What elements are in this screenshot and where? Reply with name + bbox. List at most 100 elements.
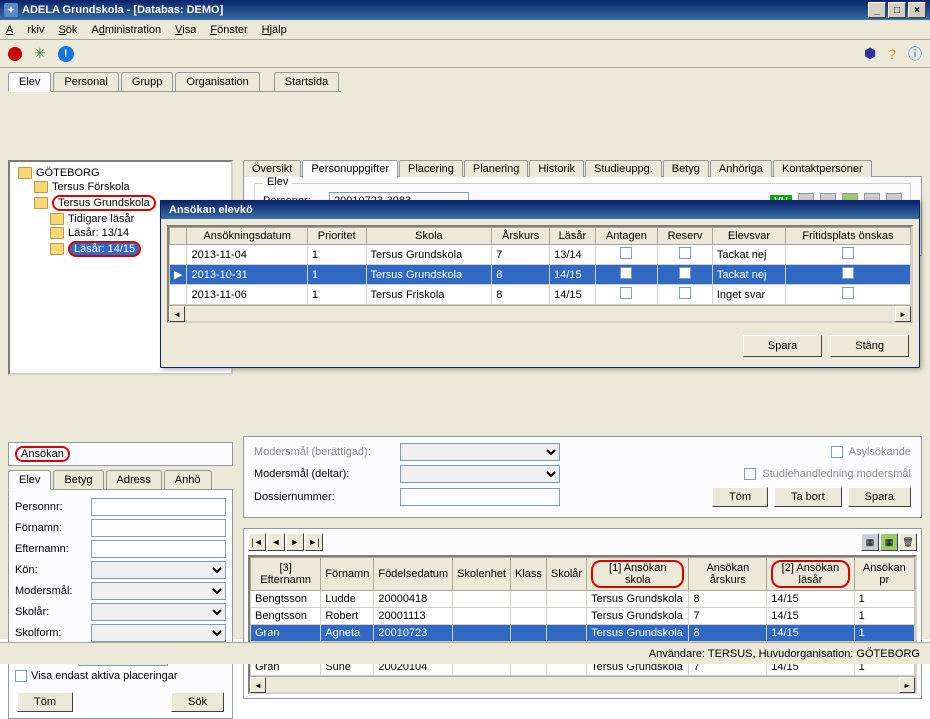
lbl-dossier: Dossiernummer: xyxy=(254,491,394,503)
dcol-reserv[interactable]: Reserv xyxy=(658,228,713,245)
select-modersmal-del[interactable] xyxy=(400,465,560,483)
tree-root[interactable]: GÖTEBORG xyxy=(14,166,227,180)
search-tab-elev[interactable]: Elev xyxy=(8,470,51,490)
select-modersmal-ber[interactable] xyxy=(400,443,560,461)
search-tab-adress[interactable]: Adress xyxy=(106,470,162,489)
nav-delete[interactable]: 🗑 xyxy=(899,533,917,551)
minimize-button[interactable]: _ xyxy=(868,2,886,18)
search-tab-anho[interactable]: Anhö xyxy=(164,470,212,489)
menu-admin[interactable]: Administration xyxy=(91,24,161,36)
dialog-stang[interactable]: Stäng xyxy=(830,335,909,357)
menu-arkiv[interactable]: Arkiv xyxy=(6,24,44,36)
col-skolenhet[interactable]: Skolenhet xyxy=(453,558,511,591)
input-fornamn[interactable] xyxy=(91,519,226,537)
lbl-kon: Kön: xyxy=(15,564,85,576)
tab-organisation[interactable]: Organisation xyxy=(175,72,259,91)
search-tab-betyg[interactable]: Betyg xyxy=(53,470,103,489)
nav-export-excel[interactable]: ▦ xyxy=(880,533,898,551)
menu-fonster[interactable]: Fönster xyxy=(210,24,247,36)
chk-asyl[interactable] xyxy=(831,446,843,458)
close-button[interactable]: × xyxy=(908,2,926,18)
col-ansokan-arskurs[interactable]: Ansökan årskurs xyxy=(689,558,767,591)
nav-export-1[interactable]: ▦ xyxy=(861,533,879,551)
dialog-row[interactable]: 2013-11-041Tersus Grundskola713/14Tackat… xyxy=(170,245,911,265)
btn-tom[interactable]: Töm xyxy=(17,692,73,712)
hscroll-left[interactable]: ◄ xyxy=(250,677,266,693)
btn-misc-spara[interactable]: Spara xyxy=(848,487,911,507)
dlg-hscroll-left[interactable]: ◄ xyxy=(169,306,185,322)
dcol-skola[interactable]: Skola xyxy=(366,228,492,245)
btn-sok[interactable]: Sök xyxy=(171,692,224,712)
results-row[interactable]: GranAgneta20010723Tersus Grundskola814/1… xyxy=(251,625,915,642)
lbl-asyl: Asylsökande xyxy=(849,446,911,458)
dcol-prio[interactable]: Prioritet xyxy=(307,228,366,245)
dtab-kontakt[interactable]: Kontaktpersoner xyxy=(773,160,872,177)
col-fodelsedatum[interactable]: Födelsedatum xyxy=(374,558,453,591)
dialog-row[interactable]: 2013-11-061Tersus Friskola814/15Inget sv… xyxy=(170,285,911,305)
btn-misc-tabort[interactable]: Ta bort xyxy=(774,487,842,507)
window-title: ADELA Grundskola - [Databas: DEMO] xyxy=(22,4,223,16)
help-icon[interactable]: ? xyxy=(888,46,896,62)
bug-icon[interactable]: ✳ xyxy=(34,45,46,62)
chk-studie[interactable] xyxy=(744,468,756,480)
dtab-planering[interactable]: Planering xyxy=(464,160,528,177)
record-icon[interactable] xyxy=(8,47,22,61)
dtab-person[interactable]: Personuppgifter xyxy=(302,160,398,178)
results-row[interactable]: BengtssonLudde20000418Tersus Grundskola8… xyxy=(251,591,915,608)
input-efternamn[interactable] xyxy=(91,540,226,558)
btn-misc-tom[interactable]: Töm xyxy=(712,487,768,507)
col-skolar[interactable]: Skolår xyxy=(546,558,586,591)
dtab-betyg[interactable]: Betyg xyxy=(663,160,709,177)
dialog-row[interactable]: ▶2013-10-311Tersus Grundskola814/15Tacka… xyxy=(170,265,911,285)
input-personnr[interactable] xyxy=(91,498,226,516)
dcol-arskurs[interactable]: Årskurs xyxy=(492,228,550,245)
dcol-antagen[interactable]: Antagen xyxy=(595,228,657,245)
elev-legend: Elev xyxy=(263,176,292,188)
col-efternamn[interactable]: [3] Efternamn xyxy=(251,558,321,591)
col-fornamn[interactable]: Förnamn xyxy=(321,558,374,591)
chk-visa-aktiva[interactable] xyxy=(15,670,27,682)
hscroll-right[interactable]: ► xyxy=(899,677,915,693)
dtab-placering[interactable]: Placering xyxy=(399,160,463,177)
col-ansokan-skola[interactable]: [1] Ansökan skola xyxy=(587,558,689,591)
col-klass[interactable]: Klass xyxy=(511,558,547,591)
nav-prev[interactable]: ◄ xyxy=(267,533,285,551)
tree-forskola[interactable]: Tersus Förskola xyxy=(30,180,227,194)
col-ansokan-lasar[interactable]: [2] Ansökan läsår xyxy=(767,558,854,591)
menu-visa[interactable]: Visa xyxy=(175,24,196,36)
col-ansokan-pr[interactable]: Ansökan pr xyxy=(854,558,914,591)
dtab-studie[interactable]: Studieuppg. xyxy=(585,160,662,177)
dialog-table[interactable]: Ansökningsdatum Prioritet Skola Årskurs … xyxy=(169,227,911,305)
input-dossier[interactable] xyxy=(400,488,560,506)
tab-grupp[interactable]: Grupp xyxy=(121,72,174,91)
dialog-spara[interactable]: Spara xyxy=(743,335,822,357)
dtab-historik[interactable]: Historik xyxy=(529,160,584,177)
select-modersmal[interactable] xyxy=(91,582,226,600)
tab-elev[interactable]: Elev xyxy=(8,72,51,92)
results-panel: |◄ ◄ ► ►| ▦ ▦ 🗑 [3] Efternamn Förnamn Fö… xyxy=(243,528,922,699)
select-kon[interactable] xyxy=(91,561,226,579)
select-skolar[interactable] xyxy=(91,603,226,621)
tab-startsida[interactable]: Startsida xyxy=(274,72,339,91)
results-row[interactable]: BengtssonRobert20001113Tersus Grundskola… xyxy=(251,608,915,625)
dcol-ansok[interactable]: Ansökningsdatum xyxy=(187,228,307,245)
menu-sok[interactable]: Sök xyxy=(58,24,77,36)
about-icon[interactable]: ⓘ xyxy=(908,44,922,64)
maximize-button[interactable]: □ xyxy=(888,2,906,18)
dtab-oversikt[interactable]: Översikt xyxy=(243,160,301,177)
nav-last[interactable]: ►| xyxy=(305,533,323,551)
dcol-lasar[interactable]: Läsår xyxy=(550,228,596,245)
box-icon[interactable]: ⬢ xyxy=(864,45,876,62)
nav-first[interactable]: |◄ xyxy=(248,533,266,551)
menubar: Arkiv Sök Administration Visa Fönster Hj… xyxy=(0,20,930,40)
nav-next[interactable]: ► xyxy=(286,533,304,551)
dcol-elevsvar[interactable]: Elevsvar xyxy=(712,228,785,245)
info-icon[interactable]: ! xyxy=(58,46,74,62)
dtab-anhoriga[interactable]: Anhöriga xyxy=(710,160,772,177)
dlg-hscroll-right[interactable]: ► xyxy=(895,306,911,322)
select-skolform[interactable] xyxy=(91,624,226,642)
tab-personal[interactable]: Personal xyxy=(53,72,118,91)
lbl-skolform: Skolform: xyxy=(15,627,85,639)
menu-hjalp[interactable]: Hjälp xyxy=(262,24,287,36)
dcol-fritid[interactable]: Fritidsplats önskas xyxy=(785,228,910,245)
